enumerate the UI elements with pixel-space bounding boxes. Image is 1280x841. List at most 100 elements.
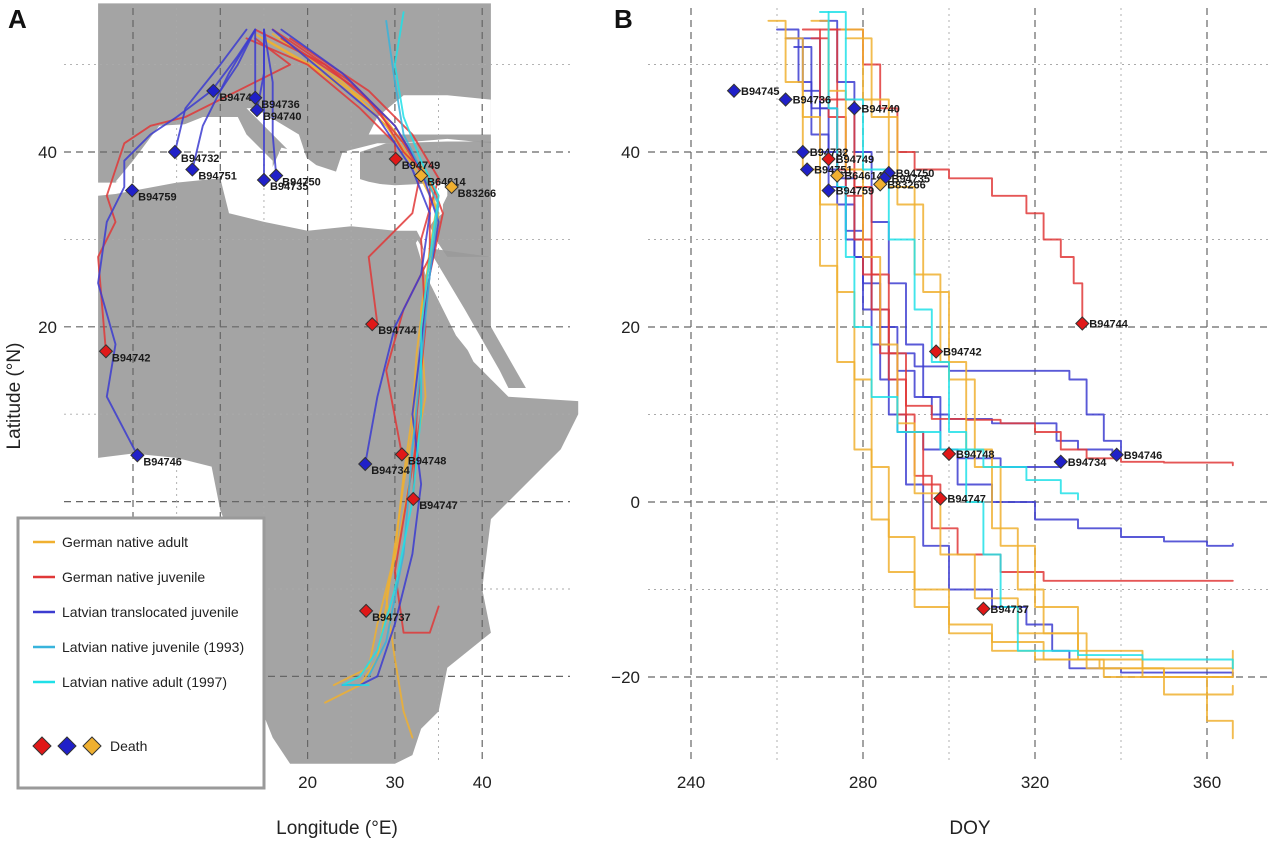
map-death-marker: [249, 102, 265, 118]
legend-box: [16, 516, 266, 790]
chart-series-line: [784, 37, 1122, 455]
legend-death-label: Death: [110, 738, 147, 754]
chart-death-marker: [829, 168, 845, 183]
chart-x-axis-title: DOY: [949, 818, 991, 839]
chart-death-label: B94742: [943, 347, 982, 359]
map-track-line: [173, 28, 248, 153]
chart-series-line: [801, 37, 1234, 678]
chart-death-marker: [799, 162, 815, 177]
chart-death-label: B94759: [836, 186, 875, 198]
map-death-label: B94744: [378, 325, 417, 337]
chart-death-marker: [1075, 316, 1090, 331]
legend-death-red-marker: [32, 736, 52, 756]
map-death-label: B83266: [458, 188, 497, 200]
chart-death-label: B94735: [892, 173, 931, 185]
map-death-label: B94749: [402, 160, 441, 172]
chart-death-marker: [941, 446, 957, 462]
chart-death-markers: B94745B94736B94740B94732B94749B94751B646…: [726, 83, 1163, 616]
map-x-tick-label: 30: [385, 773, 404, 792]
chart-y-tick-label: 20: [621, 318, 640, 337]
map-death-marker: [358, 603, 374, 619]
map-track-line: [341, 11, 440, 687]
map-death-label: B94750: [282, 177, 321, 189]
chart-death-marker: [847, 101, 862, 116]
map-death-label: B94736: [261, 99, 300, 111]
map-death-label: B94740: [263, 111, 302, 123]
chart-death-label: B94744: [1089, 319, 1128, 331]
map-death-marker: [444, 179, 459, 195]
chart-series-line: [801, 28, 942, 500]
chart-death-label: B94746: [1124, 450, 1163, 462]
chart-x-tick-label: 320: [1021, 773, 1049, 792]
legend-death-blue-marker: [57, 736, 77, 756]
map-x-tick-label: 40: [473, 773, 492, 792]
map-track-line: [191, 28, 257, 171]
map-x-tick-label: 20: [298, 773, 317, 792]
map-track-line: [271, 28, 431, 465]
map-death-label: B94759: [138, 191, 177, 203]
land-mass: [98, 3, 491, 183]
map-death-marker: [394, 447, 410, 462]
map-track-line: [367, 19, 440, 678]
chart-x-tick-label: 360: [1193, 773, 1221, 792]
chart-series-line: [819, 11, 1079, 501]
legend-death-orange-marker: [82, 736, 102, 756]
land-mass: [98, 178, 579, 764]
map-death-label: B94747: [419, 500, 458, 512]
map-death-marker: [388, 151, 403, 167]
chart-death-marker: [976, 601, 991, 616]
chart-y-tick-label: 40: [621, 143, 640, 162]
map-track-line: [97, 28, 257, 457]
chart-death-label: B94734: [1068, 457, 1107, 469]
legend-item-label: German native adult: [62, 534, 188, 550]
legend-item-label: Latvian native adult (1997): [62, 674, 227, 690]
map-tracks: [97, 11, 444, 739]
chart-death-marker: [778, 92, 793, 107]
map-death-marker: [167, 144, 183, 160]
land-mass: [428, 248, 526, 388]
map-track-line: [280, 37, 431, 456]
chart-death-marker: [795, 144, 811, 160]
chart-series-line: [827, 11, 1234, 670]
chart-death-label: B94748: [956, 449, 995, 461]
chart-y-tick-label: −20: [611, 668, 640, 687]
map-track-line: [263, 28, 278, 177]
chart-death-label: B94750: [896, 168, 935, 180]
chart-death-marker: [821, 151, 836, 167]
chart-death-label: B83266: [887, 179, 926, 191]
chart-series-line: [827, 28, 1084, 325]
chart-series-line: [784, 37, 1234, 696]
chart-series-line: [793, 46, 1062, 468]
map-death-marker: [413, 168, 429, 183]
map-death-marker: [206, 83, 221, 99]
chart-series: [767, 11, 1234, 740]
chart-y-tick-label: 0: [631, 493, 640, 512]
chart-death-marker: [726, 83, 742, 98]
map-track-line: [97, 37, 292, 353]
panel-letter-b: B: [614, 4, 633, 34]
map-death-label: B94745: [219, 92, 258, 104]
chart-series-line: [844, 37, 1234, 670]
legend-item-label: Latvian native juvenile (1993): [62, 639, 244, 655]
map-death-marker: [268, 168, 284, 183]
legend: German native adult German native juvenil…: [16, 516, 266, 790]
map-track-line: [245, 37, 397, 160]
chart-death-marker: [872, 177, 888, 192]
chart-death-label: B94749: [836, 154, 875, 166]
chart-series-line: [810, 19, 1234, 740]
chart-ticks: 240 280 320 360 40 20 0 −20: [611, 143, 1221, 792]
chart-x-tick-label: 280: [849, 773, 877, 792]
chart-death-marker: [821, 183, 836, 198]
chart-series-line: [819, 28, 1234, 467]
chart-death-label: B94751: [814, 165, 853, 177]
map-death-label: B94748: [408, 455, 447, 467]
map-death-label: B94751: [198, 170, 237, 182]
map-x-axis-title: Longitude (°E): [276, 818, 398, 839]
chart-x-tick-label: 240: [677, 773, 705, 792]
chart-death-label: B64614: [844, 171, 883, 183]
map-death-markers: B94745B94736B94740B94732B94751B94750B947…: [98, 83, 497, 624]
legend-item-label: German native juvenile: [62, 569, 205, 585]
land-mass: [360, 141, 491, 257]
map-land: [98, 3, 579, 764]
